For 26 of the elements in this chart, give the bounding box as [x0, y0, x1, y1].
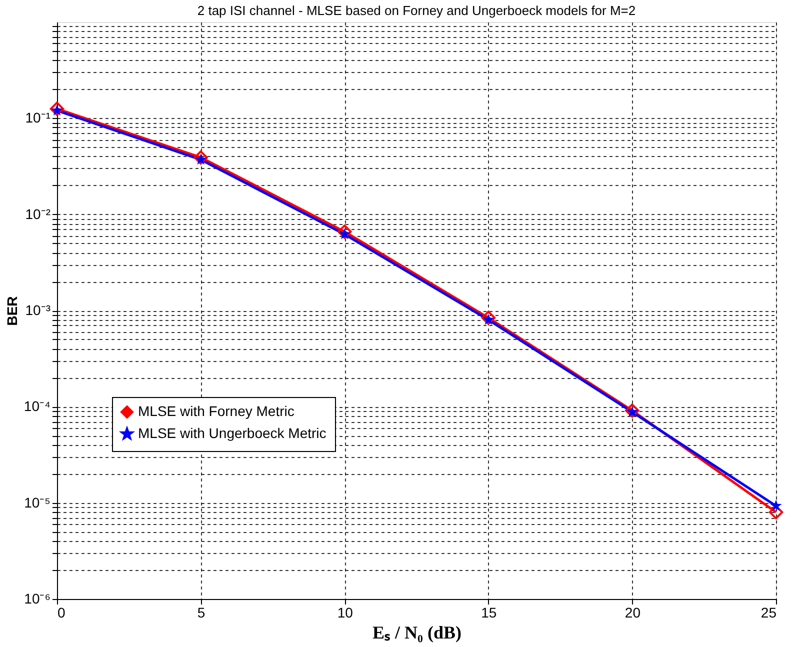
y-tick-label: 10⁻⁶ — [24, 590, 50, 606]
legend-label: MLSE with Forney Metric — [138, 403, 294, 419]
point — [625, 403, 640, 418]
legend-label: MLSE with Ungerboeck Metric — [138, 425, 326, 441]
point — [194, 150, 208, 165]
point — [50, 102, 64, 116]
point — [481, 310, 496, 325]
point — [770, 500, 782, 511]
y-tick-label: 10⁻⁵ — [24, 494, 50, 510]
x-axis-title: Eₛ / N₀ (dB) — [372, 622, 462, 642]
x-tick-label: 10 — [337, 604, 354, 620]
x-tick-label: 5 — [197, 604, 206, 620]
point — [337, 224, 352, 239]
x-tick-label: 15 — [481, 604, 497, 620]
y-tick-label: 10⁻² — [25, 206, 51, 222]
x-tick-label: 20 — [624, 604, 641, 620]
x-tick-label: 0 — [58, 604, 66, 620]
point — [194, 154, 207, 165]
y-tick-label: 10⁻³ — [25, 302, 51, 318]
chart-title: 2 tap ISI channel - MLSE based on Forney and Ungerboeck models for M=2 — [197, 3, 636, 18]
y-axis-title: BER — [4, 296, 20, 326]
point — [768, 505, 784, 520]
x-tick-label: 25 — [760, 604, 777, 620]
y-tick-label: 10⁻¹ — [25, 110, 51, 126]
point — [626, 406, 638, 417]
y-tick-label: 10⁻⁴ — [24, 398, 50, 414]
